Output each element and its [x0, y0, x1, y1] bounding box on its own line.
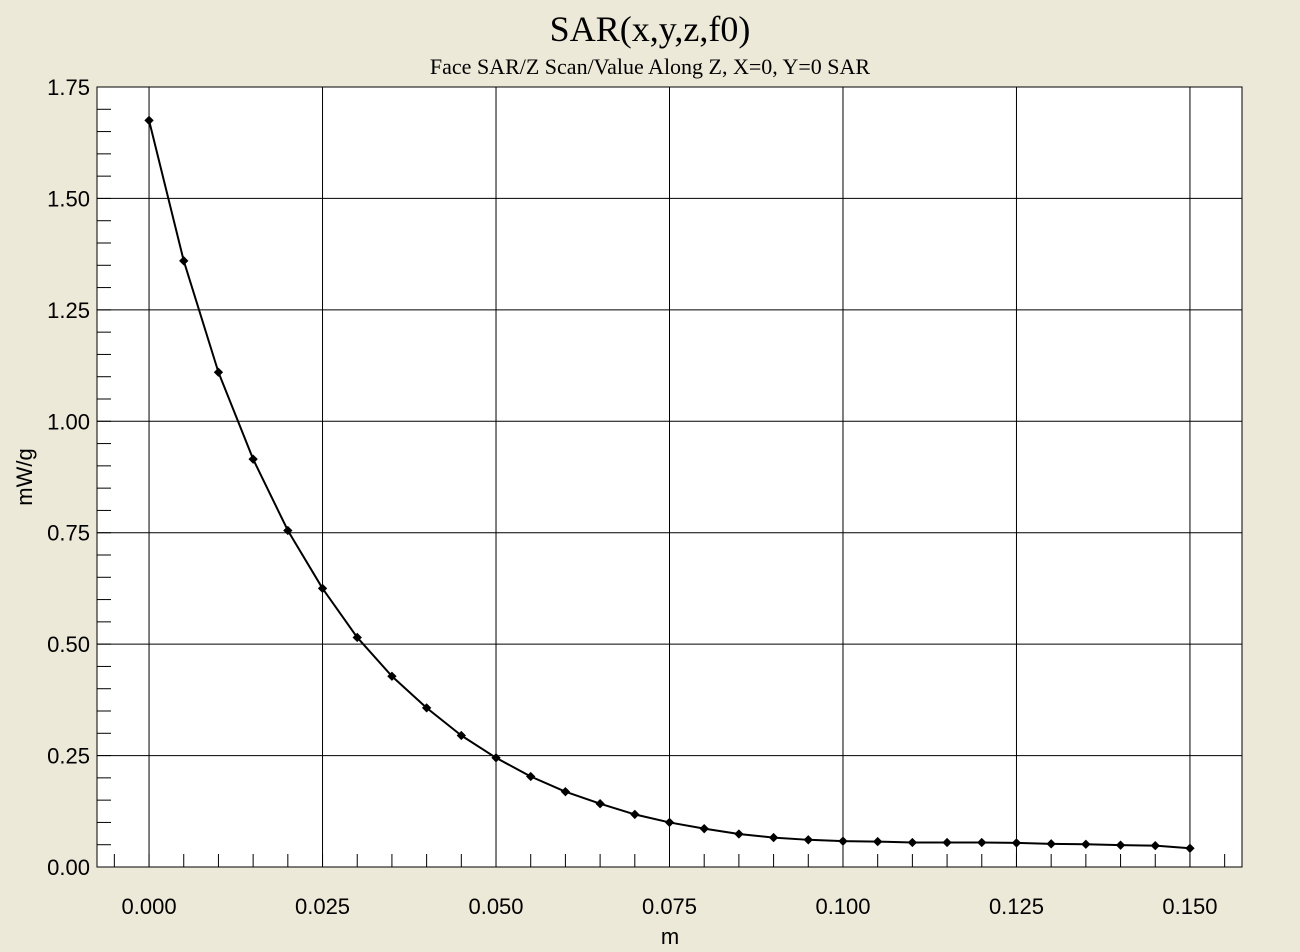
- data-point-marker: [421, 703, 432, 713]
- chart-title: SAR(x,y,z,f0): [550, 9, 751, 49]
- y-tick-label: 1.25: [47, 298, 90, 323]
- y-tick-label: 0.50: [47, 632, 90, 657]
- y-tick-label: 0.00: [47, 855, 90, 880]
- y-axis-label: mW/g: [12, 448, 37, 505]
- y-tick-label: 1.75: [47, 75, 90, 100]
- data-point-marker: [144, 115, 154, 126]
- data-point-marker: [213, 367, 224, 377]
- x-tick-label: 0.000: [122, 894, 177, 919]
- y-axis-ticks: 0.00 0.25 0.50 0.75 1.00 1.25 1.50 1.75: [47, 75, 90, 880]
- y-tick-label: 0.25: [47, 744, 90, 769]
- x-tick-label: 0.150: [1162, 894, 1217, 919]
- data-point-marker: [1011, 838, 1022, 848]
- x-axis-label: m: [661, 924, 679, 947]
- grid: [97, 86, 1242, 868]
- y-tick-label: 1.00: [47, 409, 90, 434]
- data-point-marker: [283, 525, 293, 536]
- y-tick-label: 0.75: [47, 521, 90, 546]
- x-tick-label: 0.025: [295, 894, 350, 919]
- x-tick-label: 0.050: [468, 894, 523, 919]
- y-tick-label: 1.50: [47, 186, 90, 211]
- x-axis-ticks: 0.000 0.025 0.050 0.075 0.100 0.125 0.150: [122, 894, 1218, 919]
- chart-subtitle: Face SAR/Z Scan/Value Along Z, X=0, Y=0 …: [430, 54, 870, 79]
- minor-ticks: [97, 86, 1226, 868]
- data-point-marker: [179, 256, 189, 266]
- x-tick-label: 0.075: [642, 894, 697, 919]
- data-point-marker: [1115, 840, 1126, 850]
- x-tick-label: 0.100: [815, 894, 870, 919]
- data-point-marker: [248, 454, 258, 464]
- x-tick-label: 0.125: [989, 894, 1044, 919]
